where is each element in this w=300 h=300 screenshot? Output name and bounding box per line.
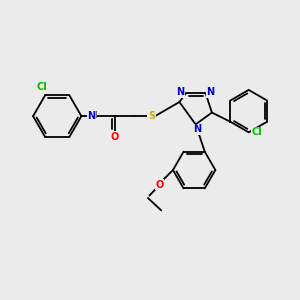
Text: S: S — [148, 111, 155, 121]
Text: N: N — [176, 87, 185, 97]
Text: N: N — [207, 87, 215, 97]
Text: Cl: Cl — [37, 82, 48, 92]
Text: O: O — [110, 132, 119, 142]
Text: Cl: Cl — [252, 127, 262, 137]
Text: N: N — [193, 124, 201, 134]
Text: N: N — [87, 111, 95, 121]
Text: O: O — [156, 180, 164, 190]
Text: H: H — [90, 111, 96, 120]
